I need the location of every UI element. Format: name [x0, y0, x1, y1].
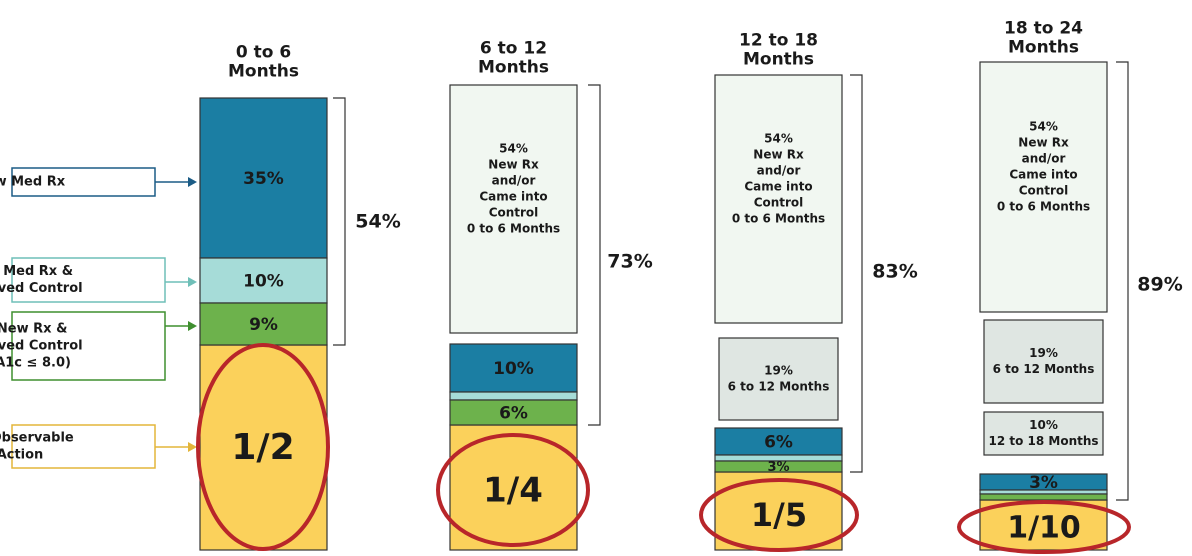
highlight-ellipse	[699, 478, 859, 552]
column-title: Months	[478, 58, 549, 78]
legend-box	[11, 424, 156, 469]
total-label: 83%	[872, 261, 917, 283]
no-action-segment	[979, 499, 1108, 551]
fraction-label: 1/5	[751, 496, 807, 534]
bracket	[588, 84, 601, 426]
fraction-label: 1/4	[483, 471, 543, 511]
total-label: 54%	[355, 211, 400, 233]
arrow-head	[188, 177, 197, 187]
prior-text: 6 to 12 Months	[728, 380, 830, 394]
column-title: 12 to 18	[739, 31, 818, 51]
prior-text: Control	[489, 206, 539, 220]
segment-label: 6%	[499, 404, 528, 424]
legend-text: Achieved Control	[0, 281, 83, 296]
column-title: Months	[228, 62, 299, 82]
fraction-label: 1/2	[231, 427, 294, 468]
prior-text: 0 to 6 Months	[467, 222, 560, 236]
prior-text: and/or	[492, 174, 536, 188]
prior-box	[983, 319, 1104, 404]
column-title: 0 to 6	[236, 43, 291, 63]
legend-text: Action	[0, 448, 43, 463]
prior-text: Came into	[744, 180, 812, 194]
prior-text: and/or	[1022, 152, 1066, 166]
bracket	[333, 97, 346, 346]
prior-box	[979, 61, 1108, 313]
highlight-ellipse	[436, 433, 590, 547]
bracket	[1116, 61, 1129, 501]
bracket	[850, 74, 863, 473]
prior-box	[718, 337, 839, 421]
arrow-head	[188, 321, 197, 331]
prior-text: and/or	[757, 164, 801, 178]
prior-text: 0 to 6 Months	[997, 200, 1090, 214]
legend-text: Achieved Control	[0, 339, 83, 354]
column-title: 18 to 24	[1004, 19, 1083, 39]
segment-label: 10%	[493, 359, 534, 379]
segment-label: 35%	[243, 169, 284, 189]
prior-box	[983, 411, 1104, 456]
segment	[199, 257, 328, 304]
prior-box	[449, 84, 578, 334]
legend-box	[11, 311, 166, 381]
prior-text: 19%	[764, 364, 793, 378]
legend-text: (HbA1c ≤ 8.0)	[0, 356, 71, 371]
prior-text: 12 to 18 Months	[988, 434, 1098, 448]
prior-text: Came into	[479, 190, 547, 204]
total-label: 73%	[607, 251, 652, 273]
prior-text: Control	[1019, 184, 1069, 198]
prior-text: New Rx	[488, 158, 539, 172]
segment	[199, 302, 328, 346]
total-label: 89%	[1137, 274, 1182, 296]
prior-text: 54%	[499, 142, 528, 156]
prior-text: 6 to 12 Months	[993, 362, 1095, 376]
prior-text: 54%	[1029, 120, 1058, 134]
prior-text: 19%	[1029, 346, 1058, 360]
segment-label: 10%	[243, 272, 284, 292]
segment	[449, 399, 578, 426]
segment-label: 6%	[764, 433, 793, 453]
segment	[979, 493, 1108, 501]
segment	[714, 460, 843, 473]
prior-text: 54%	[764, 132, 793, 146]
segment	[449, 343, 578, 393]
legend-text: New Med Rx &	[0, 264, 73, 279]
prior-text: 0 to 6 Months	[732, 212, 825, 226]
prior-text: New Rx	[1018, 136, 1069, 150]
fraction-label: 1/10	[1007, 511, 1081, 546]
column-title: 6 to 12	[480, 39, 547, 59]
segment-label: 3%	[1029, 473, 1058, 493]
column-title: Months	[743, 50, 814, 70]
segment-label: 3%	[767, 460, 789, 475]
legend-box	[11, 257, 166, 303]
prior-text: New Rx	[753, 148, 804, 162]
highlight-ellipse	[196, 343, 330, 551]
segment-label: 9%	[249, 315, 278, 335]
prior-text: Came into	[1009, 168, 1077, 182]
legend-text: No New Rx &	[0, 322, 67, 337]
segment	[714, 427, 843, 456]
prior-text: Control	[754, 196, 804, 210]
arrow-head	[188, 277, 197, 287]
legend-box	[11, 167, 156, 197]
legend-text: No Observable	[0, 431, 74, 446]
arrow-head	[188, 442, 197, 452]
prior-text: 10%	[1029, 418, 1058, 432]
segment	[979, 489, 1108, 495]
column-title: Months	[1008, 38, 1079, 58]
prior-box	[714, 74, 843, 324]
legend-text: New Med Rx	[0, 175, 66, 190]
segment	[449, 391, 578, 401]
highlight-ellipse	[957, 500, 1131, 554]
segment	[199, 97, 328, 259]
